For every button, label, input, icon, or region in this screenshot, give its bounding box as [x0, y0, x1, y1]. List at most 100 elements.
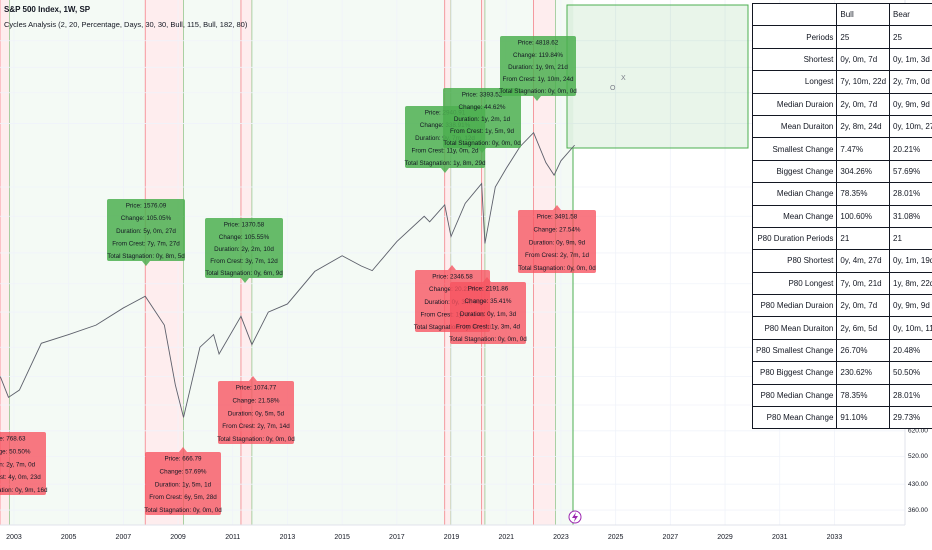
annotation-line: From Crest: 7y, 7m, 27d [112, 240, 180, 247]
annotation-line: Price: 3491.58 [537, 214, 578, 221]
table-row: Median Duraion 2y, 0m, 7d 0y, 9m, 9d [751, 92, 932, 116]
table-row-label: P80 Biggest Change [751, 361, 838, 385]
table-header-row: Bull Bear [751, 2, 932, 27]
bear-band [0, 0, 10, 525]
annotation-line: Total Stagnation: 0y, 0m, 0d [144, 507, 222, 514]
table-cell: 0y, 9m, 9d [889, 294, 932, 318]
annotation-line: From Crest: 1y, 10m, 24d [503, 76, 574, 83]
annotation-box [500, 36, 576, 96]
table-row: P80 Median Change 78.35% 28.01% [751, 383, 932, 408]
table-cell: 0y, 1m, 3d [889, 47, 932, 72]
table-row: P80 Mean Change 91.10% 29.73% [751, 406, 932, 430]
table-row-label: Periods [751, 25, 838, 49]
table-row-label: P80 Mean Duraiton [751, 316, 838, 340]
annotation-line: Change: 50.50% [0, 448, 31, 455]
table-row-label: P80 Mean Change [751, 406, 838, 430]
annotation-line: Duration: 2y, 2m, 10d [214, 246, 274, 253]
table-cell: 7.47% [836, 137, 891, 161]
table-cell: 78.35% [836, 182, 891, 206]
annotation-line: Duration: 5y, 0m, 27d [116, 228, 176, 235]
bull-band [450, 0, 482, 525]
table-cell: 25 [889, 25, 932, 49]
stats-table: Bull Bear Periods 25 25 Shortest 0y, 0m, 7d 0y,… [751, 2, 932, 430]
annotation-line: Change: 119.84% [513, 52, 563, 59]
x-tick-label: 2019 [444, 534, 460, 541]
annotation-line: From Crest: 1y, 5m, 9d [450, 128, 514, 135]
annotation: Price: 1370.58 Change: 105.55% Duration: 2… [205, 218, 283, 283]
x-tick-label: 2015 [334, 534, 350, 541]
chart-title: S&P 500 Index, 1W, SP [4, 5, 91, 14]
x-tick-label: 2009 [170, 534, 186, 541]
annotation-line: Price: 1576.09 [126, 203, 167, 210]
x-tick-label: 2003 [6, 534, 22, 541]
bear-band [145, 0, 184, 525]
projection-marker: X [621, 75, 626, 82]
bear-band [481, 0, 485, 525]
annotations: Price: 768.63 Change: 50.50% Duration: 2y,… [0, 36, 596, 515]
table-row-label: P80 Longest [751, 271, 838, 296]
annotation-box [443, 88, 521, 148]
table-cell: 21 [836, 226, 891, 251]
table-row-label: Median Change [751, 182, 838, 206]
annotation-line: Change: 21.58% [233, 397, 280, 404]
table-cell: 2y, 8m, 24d [836, 114, 891, 139]
table-cell: 2y, 0m, 7d [836, 92, 891, 116]
annotation-line: From Crest: 2y, 7m, 1d [525, 252, 589, 259]
annotation-pointer [142, 261, 150, 266]
table-row: Smallest Change 7.47% 20.21% [751, 137, 932, 161]
annotation-line: From Crest: 3y, 7m, 12d [210, 258, 278, 265]
x-tick-label: 2029 [717, 534, 733, 541]
annotation-box [145, 452, 221, 515]
table-cell: 28.01% [889, 182, 932, 206]
table-cell: 230.62% [836, 361, 891, 385]
annotation-line: Change: 57.69% [160, 468, 207, 475]
annotation: Price: 768.63 Change: 50.50% Duration: 2y,… [0, 432, 48, 495]
table-cell: 20.48% [889, 338, 932, 363]
projection-marker: O [610, 85, 616, 92]
bear-band [444, 0, 451, 525]
table-row-label: Biggest Change [751, 159, 838, 184]
annotation-line: Change: 35.41% [465, 298, 512, 305]
event-icon-bolt [572, 512, 578, 522]
annotation-box [518, 210, 596, 273]
annotation-line: Change: 44.62% [459, 104, 506, 111]
annotation-pointer [533, 96, 541, 101]
table-row-label: Shortest [751, 47, 838, 72]
table-cell: 1y, 8m, 22d [889, 271, 932, 296]
x-tick-label: 2023 [553, 534, 569, 541]
table-cell: 0y, 0m, 7d [836, 47, 891, 72]
y-tick-label: 430.00 [908, 481, 928, 488]
x-tick-label: 2005 [61, 534, 77, 541]
table-cell: 7y, 10m, 22d [836, 70, 891, 94]
annotation-line: Change: 27.54% [534, 226, 581, 233]
x-tick-label: 2011 [225, 534, 240, 541]
table-row: P80 Duration Periods 21 21 [751, 226, 932, 251]
annotation-pointer [179, 447, 187, 452]
annotation-line: Price: 666.79 [164, 456, 202, 463]
annotation: Price: 2191.86 Change: 35.41% Duration: 0y… [449, 277, 527, 344]
y-tick-label: 620.00 [908, 428, 928, 435]
table-row: Biggest Change 304.26% 57.69% [751, 159, 932, 184]
table-row-label: P80 Smallest Change [751, 338, 838, 363]
table-cell: 0y, 10m, 27d [889, 114, 932, 139]
annotation-pointer [553, 205, 561, 210]
table-cell: 0y, 10m, 11d [889, 316, 932, 340]
table-row: P80 Median Duraion 2y, 0m, 7d 0y, 9m, 9d [751, 294, 932, 318]
y-tick-label: 360.00 [908, 507, 928, 514]
bands [0, 0, 574, 525]
annotation-pointer [249, 376, 257, 381]
x-tick-label: 2033 [827, 534, 843, 541]
annotation-line: Total Stagnation: 0y, 0m, 0d [217, 436, 295, 443]
annotation-line: Total Stagnation: 0y, 0m, 0d [443, 140, 521, 147]
annotation: Price: 1576.09 Change: 105.05% Duration: 5… [107, 199, 185, 266]
annotation-line: Total Stagnation: 0y, 6m, 9d [205, 270, 283, 277]
x-tick-label: 2031 [772, 534, 788, 541]
table-cell: 21 [889, 226, 932, 251]
table-cell: 0y, 1m, 19d [889, 249, 932, 273]
annotation-line: Duration: 0y, 9m, 9d [529, 239, 586, 246]
table-row-label: P80 Duration Periods [751, 226, 838, 251]
annotation-line: Total Stagnation: 0y, 9m, 16d [0, 487, 48, 494]
